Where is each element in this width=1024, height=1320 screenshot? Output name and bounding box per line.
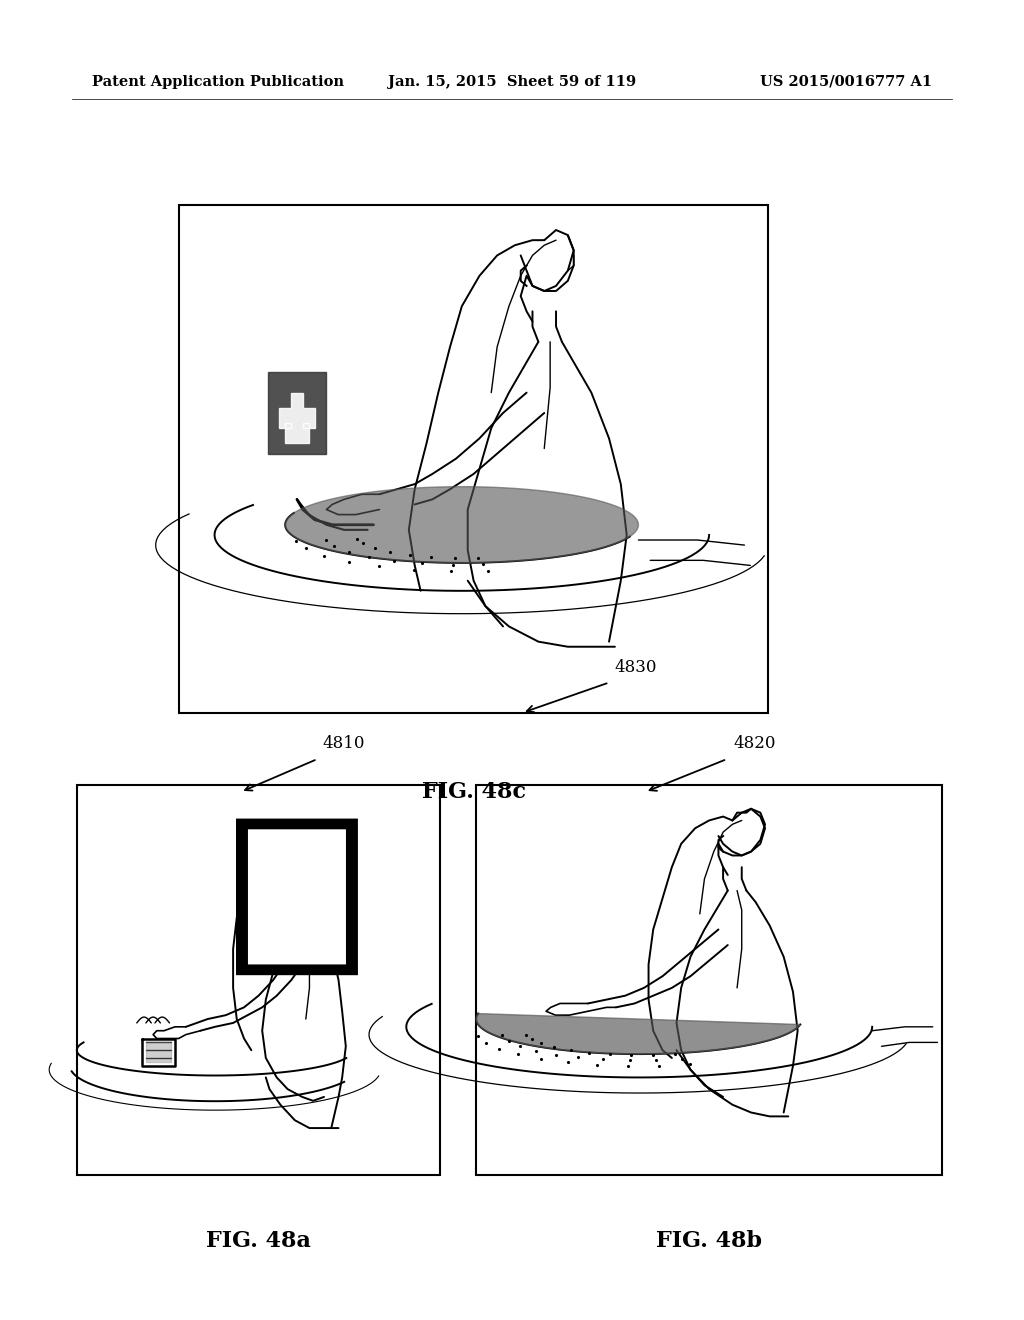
FancyBboxPatch shape [238,821,356,973]
Polygon shape [267,372,327,454]
Bar [476,785,942,1175]
FancyBboxPatch shape [247,828,347,965]
Polygon shape [476,1014,801,1055]
Text: FIG. 48c: FIG. 48c [422,781,525,803]
Text: US 2015/0016777 A1: US 2015/0016777 A1 [760,75,932,88]
Text: Patent Application Publication: Patent Application Publication [92,75,344,88]
Text: 4820: 4820 [733,735,776,752]
Bar [77,785,440,1175]
Text: Jan. 15, 2015  Sheet 59 of 119: Jan. 15, 2015 Sheet 59 of 119 [388,75,636,88]
Text: 4830: 4830 [614,659,657,676]
Text: FIG. 48b: FIG. 48b [656,1230,762,1251]
Text: 4810: 4810 [323,735,366,752]
Text: FIG. 48a: FIG. 48a [206,1230,311,1251]
Polygon shape [145,1043,171,1061]
Bar [179,205,768,713]
Polygon shape [286,487,639,562]
Polygon shape [280,392,314,444]
